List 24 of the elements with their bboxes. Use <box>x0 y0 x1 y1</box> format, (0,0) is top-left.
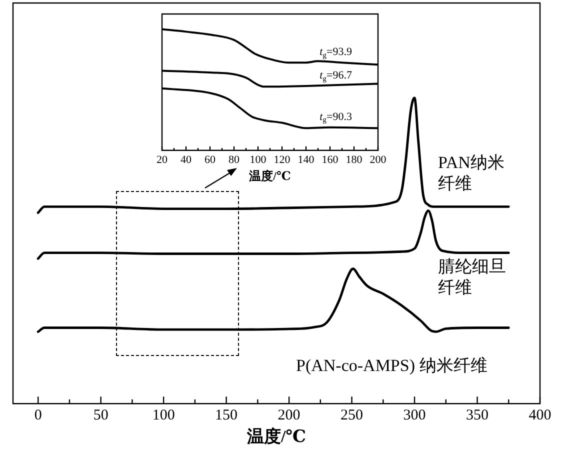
x-axis-title: 温度/℃ <box>246 427 306 446</box>
x-tick-label: 60 <box>204 154 216 166</box>
x-tick-label: 200 <box>278 408 300 424</box>
x-tick-label: 0 <box>34 408 42 424</box>
x-tick-label: 80 <box>228 154 240 166</box>
x-tick-label: 120 <box>274 154 291 166</box>
x-tick-label: 40 <box>180 154 192 166</box>
x-tick-label: 150 <box>215 408 238 424</box>
x-tick-label: 180 <box>346 154 363 166</box>
x-tick-label: 160 <box>322 154 339 166</box>
x-tick-label: 140 <box>298 154 315 166</box>
x-tick-label: 350 <box>466 408 489 424</box>
x-tick-label: 20 <box>156 154 168 166</box>
x-tick-label: 100 <box>152 408 175 424</box>
series-label: P(AN-co-AMPS) 纳米纤维 <box>296 356 488 375</box>
x-tick-label: 300 <box>403 408 426 424</box>
x-tick-label: 250 <box>340 408 364 424</box>
x-tick-label: 100 <box>250 154 267 166</box>
x-tick-label: 50 <box>93 408 108 424</box>
x-tick-label: 200 <box>370 154 387 166</box>
series-label: 腈纶细旦纤维 <box>438 256 506 297</box>
x-axis-title: 温度/℃ <box>248 168 291 183</box>
series-label: PAN纳米纤维 <box>438 152 504 193</box>
x-tick-label: 400 <box>528 408 552 424</box>
